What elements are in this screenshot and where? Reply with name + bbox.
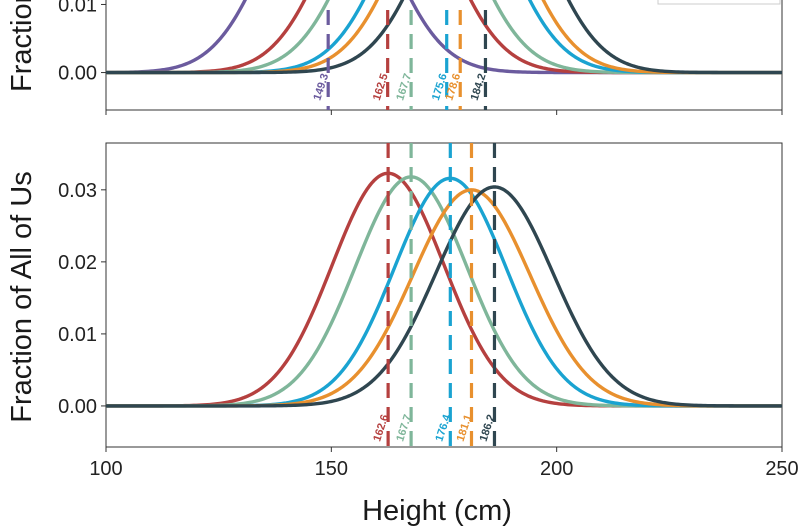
x-tick-label: 150	[315, 458, 348, 480]
x-axis-title: Height (cm)	[362, 495, 512, 527]
bottom-panel-curve-181.1	[106, 188, 782, 408]
legend-box	[657, 0, 781, 5]
x-tick-label: 200	[540, 458, 573, 480]
bottom-panel-y-axis-title: Fraction of All of Us	[6, 171, 38, 422]
top-panel-curve-167.7	[106, 0, 782, 75]
x-tick-label: 100	[89, 458, 122, 480]
top-panel-y-axis-title: Fraction	[6, 0, 38, 92]
top-panel-curve-178.6	[106, 0, 782, 75]
x-tick-label: 250	[765, 458, 798, 480]
top-panel-curve-175.6	[106, 0, 782, 75]
bottom-panel-curve-186.2	[106, 185, 782, 408]
bottom-panel-curve-162.6	[106, 171, 782, 408]
bottom-panel-y-tick-label: 0.03	[58, 180, 97, 202]
top-panel-frame	[105, 0, 783, 111]
top-panel-y-tick-label: 0.00	[58, 63, 97, 85]
top-panel-y-tick-label: 0.01	[58, 0, 97, 16]
bottom-panel-y-tick-label: 0.02	[58, 252, 97, 274]
top-panel-curve-149.3	[106, 0, 782, 75]
top-panel-curve-184.2	[106, 0, 782, 75]
bottom-panel-frame	[105, 142, 783, 448]
bottom-panel-y-tick-label: 0.00	[58, 396, 97, 418]
bottom-panel-y-tick-label: 0.01	[58, 324, 97, 346]
top-panel-curve-162.5	[106, 0, 782, 75]
